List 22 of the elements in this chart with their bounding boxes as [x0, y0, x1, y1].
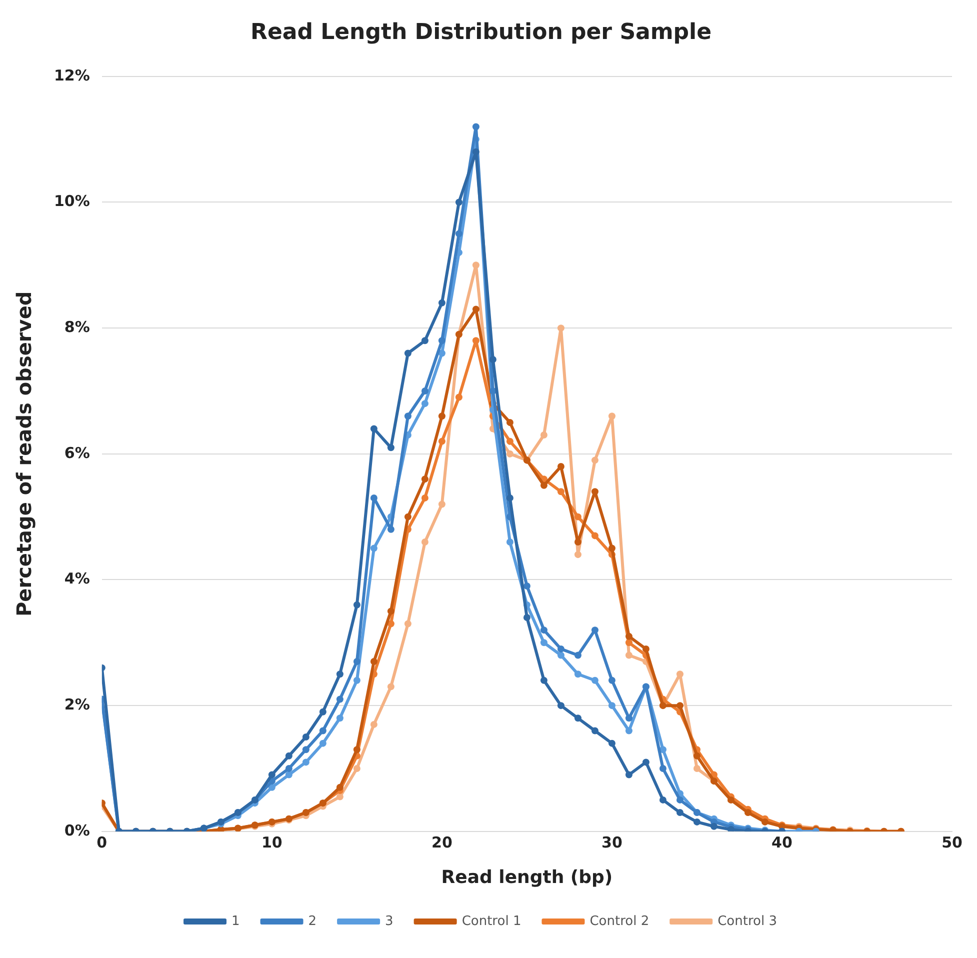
x-tick-label: 50: [942, 833, 962, 852]
legend-label: 2: [308, 914, 317, 929]
y-tick-label: 6%: [64, 444, 90, 462]
x-tick-label: 40: [772, 833, 792, 852]
legend-label: Control 2: [590, 914, 650, 929]
x-tick-label: 10: [261, 833, 282, 852]
y-tick-label: 4%: [64, 570, 90, 588]
y-tick-label: 10%: [54, 192, 90, 210]
x-axis-title: Read length (bp): [441, 866, 613, 888]
chart-title: Read Length Distribution per Sample: [250, 20, 712, 45]
x-tick-label: 0: [96, 833, 108, 852]
x-tick-label: 30: [602, 833, 622, 852]
y-axis-title: Percetage of reads observed: [12, 291, 36, 617]
legend-label: Control 1: [462, 914, 522, 929]
y-tick-label: 12%: [54, 66, 90, 84]
legend-label: 3: [385, 914, 394, 929]
y-tick-label: 0%: [64, 821, 90, 840]
x-tick-label: 20: [432, 833, 452, 852]
y-tick-label: 2%: [64, 695, 90, 714]
legend-label: Control 3: [718, 914, 778, 929]
y-tick-label: 8%: [64, 318, 90, 336]
legend-label: 1: [232, 914, 240, 929]
